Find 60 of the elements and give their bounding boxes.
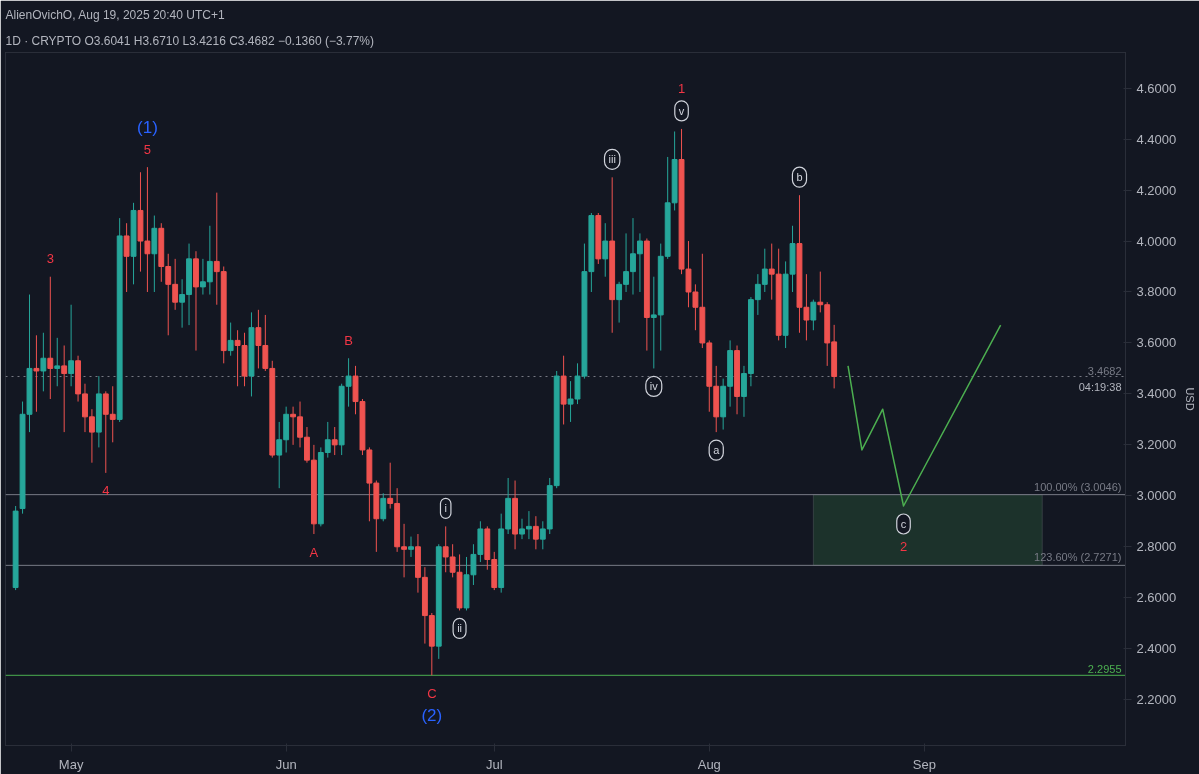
annotation: b xyxy=(796,171,803,184)
annotation: 1 xyxy=(677,81,686,97)
annotation: iv xyxy=(649,380,659,393)
y-tick-label: 4.2000 xyxy=(1136,182,1177,198)
ref-line-label: 2.2955 xyxy=(1087,663,1122,676)
y-tick-label: 3.0000 xyxy=(1136,488,1177,504)
candlestick xyxy=(810,299,817,331)
annotation: A xyxy=(309,544,319,560)
y-axis-title: USD xyxy=(1184,387,1197,411)
candlestick xyxy=(40,332,47,392)
candlestick xyxy=(68,304,75,387)
candlestick xyxy=(123,222,130,293)
line-series xyxy=(847,324,1002,507)
ref-line-label: 3.4682 xyxy=(1087,364,1122,377)
annotation: i xyxy=(444,502,447,515)
annotation: ii xyxy=(457,622,463,635)
candlestick xyxy=(61,345,68,433)
x-tick-label: Aug xyxy=(697,756,721,772)
ref-line-label: 100.00% (3.0046) xyxy=(1034,480,1122,493)
candlestick xyxy=(532,515,539,550)
y-tick-label: 4.4000 xyxy=(1136,131,1177,147)
ref-line-label: 123.60% (2.7271) xyxy=(1034,551,1122,564)
annotation: 2 xyxy=(899,538,908,554)
candlestick xyxy=(380,492,387,522)
annotation: 3 xyxy=(46,251,54,267)
x-tick-label: May xyxy=(58,756,84,772)
annotation: iii xyxy=(608,153,616,166)
y-tick-label: 3.4000 xyxy=(1136,386,1177,402)
y-tick-label: 2.8000 xyxy=(1136,539,1177,555)
annotation: (2) xyxy=(421,705,443,725)
annotation: v xyxy=(678,104,685,117)
candlestick xyxy=(408,536,414,558)
annotation: B xyxy=(344,332,353,348)
annotation: 04:19:38 xyxy=(1078,380,1122,393)
candlestick xyxy=(768,243,775,301)
chart-title: 1D · CRYPTO O3.6041 H3.6710 L3.4216 C3.4682 −0.1360 (−3.77%) xyxy=(5,33,374,48)
candlestick xyxy=(331,426,338,456)
candlestick xyxy=(602,222,609,278)
annotation: 5 xyxy=(143,141,152,157)
candlestick xyxy=(227,322,234,357)
candlestick xyxy=(33,334,40,413)
candlestick xyxy=(54,337,61,387)
annotation: C xyxy=(427,685,437,701)
y-tick-label: 3.6000 xyxy=(1136,335,1177,351)
x-tick-label: Sep xyxy=(912,756,936,772)
annotation: 4 xyxy=(102,483,110,499)
chart-subtitle: AlienOvichO, Aug 19, 2025 20:40 UTC+1 xyxy=(5,7,225,22)
x-tick-label: Jul xyxy=(485,756,503,772)
x-tick-label: Jun xyxy=(275,756,297,772)
annotation: c xyxy=(900,518,907,531)
y-tick-label: 4.6000 xyxy=(1136,80,1177,96)
y-tick-label: 3.8000 xyxy=(1136,284,1177,300)
annotation: a xyxy=(713,444,721,457)
y-tick-label: 4.0000 xyxy=(1136,233,1177,249)
y-tick-label: 3.2000 xyxy=(1136,437,1177,453)
y-tick-label: 2.4000 xyxy=(1136,641,1177,657)
y-tick-label: 2.6000 xyxy=(1136,590,1177,606)
candlestick xyxy=(47,276,54,400)
y-tick-label: 2.2000 xyxy=(1136,692,1177,708)
annotation: (1) xyxy=(137,117,158,137)
